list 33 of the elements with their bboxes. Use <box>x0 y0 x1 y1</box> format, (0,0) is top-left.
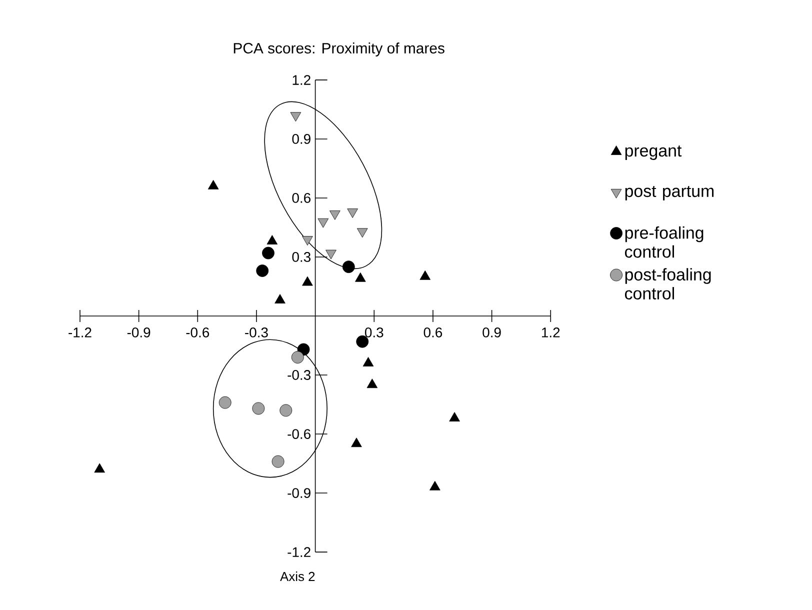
y-tick-label: 0.6 <box>292 193 310 203</box>
x-tick-label: -0.3 <box>245 328 268 338</box>
point <box>362 357 374 366</box>
point <box>256 264 269 277</box>
point <box>94 463 105 473</box>
y-tick-label: -0.6 <box>288 429 310 439</box>
y-tick-label: -0.3 <box>288 370 310 380</box>
point <box>272 455 284 468</box>
point <box>366 378 378 388</box>
point <box>252 402 265 415</box>
legend-label: post partum <box>625 186 714 200</box>
point <box>449 412 460 422</box>
x-tick-label: -0.9 <box>127 328 150 338</box>
chart-title: PCA scores: Proximity of mares <box>234 42 444 56</box>
y-tick-label: -1.2 <box>288 547 310 557</box>
y-tick-label: 1.2 <box>292 75 310 85</box>
x-tick-label: -0.6 <box>186 328 210 338</box>
x-tick-label: 1.2 <box>542 328 560 338</box>
x-tick-label: 0.6 <box>424 328 442 338</box>
legend-label: post-foaling control <box>625 268 711 300</box>
point <box>218 396 232 409</box>
y-tick-label: -0.9 <box>288 488 310 498</box>
x-tick-label: 0.3 <box>364 328 384 338</box>
legend-label: pregant <box>625 146 682 160</box>
y-tick-label: 0.3 <box>292 252 310 262</box>
point <box>351 438 362 448</box>
point <box>291 351 304 364</box>
x-axis-title: Axis 2 <box>280 572 315 582</box>
y-tick-label: 0.9 <box>292 134 310 144</box>
x-tick-label: -1.2 <box>68 328 92 338</box>
point <box>280 404 292 417</box>
point <box>430 480 440 490</box>
x-tick-label: 0.9 <box>482 328 501 338</box>
